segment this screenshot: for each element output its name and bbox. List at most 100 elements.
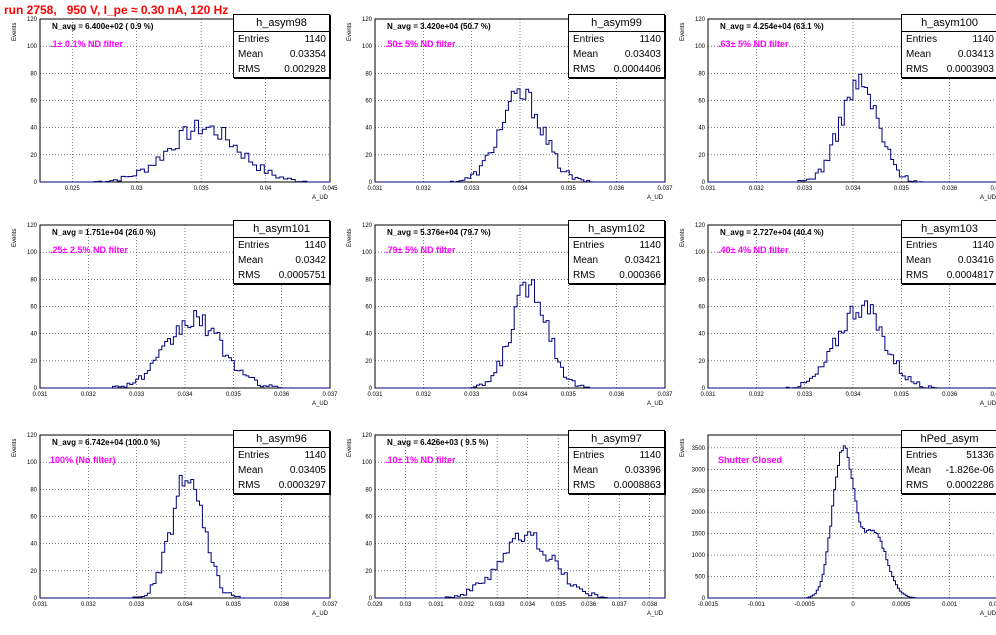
- y-tick-label: 3500: [692, 446, 706, 452]
- x-tick-label: 0.032: [416, 186, 432, 192]
- x-tick-label: 0.03: [400, 602, 412, 608]
- entries-key: Entries: [573, 240, 605, 251]
- mean-row: Mean 0.03421: [569, 253, 664, 268]
- y-tick-label: 20: [30, 569, 37, 575]
- x-axis-label: A_UD: [647, 195, 664, 201]
- x-tick-label: 0.04: [260, 186, 272, 192]
- y-tick-label: 120: [695, 223, 706, 229]
- rms-value: 0.0008863: [613, 480, 661, 491]
- x-axis-label: A_UD: [312, 401, 329, 407]
- x-tick-label: 0.037: [990, 392, 996, 398]
- rms-value: 0.0005751: [278, 270, 326, 281]
- x-tick-label: 0.035: [561, 392, 577, 398]
- x-tick-label: 0.035: [894, 392, 910, 398]
- y-axis-label: Events: [12, 439, 18, 457]
- histogram-series: [375, 279, 665, 389]
- stats-box: h_asym98 Entries 1140 Mean 0.03354 RMS 0.00292…: [233, 14, 330, 78]
- entries-row: Entries 1140: [569, 448, 664, 463]
- rms-key: RMS: [906, 480, 929, 491]
- n-avg-label: N_avg = 6.742e+04 (100.0 %): [52, 438, 161, 447]
- y-tick-label: 80: [365, 277, 372, 283]
- y-tick-label: 0: [369, 386, 373, 392]
- y-tick-label: 20: [365, 359, 372, 365]
- mean-key: Mean: [238, 49, 264, 60]
- rms-value: 0.0002286: [946, 480, 994, 491]
- x-tick-label: -0.0015: [698, 602, 719, 608]
- rms-key: RMS: [573, 480, 596, 491]
- y-tick-label: 60: [365, 305, 372, 311]
- histogram-panel-h_asym102: 0.031 0.032 0.033 0.034 0.035 0.036 0.037 0 20 40…: [345, 220, 675, 425]
- x-tick-label: 0.037: [657, 392, 673, 398]
- x-tick-label: 0.0005: [892, 602, 911, 608]
- y-tick-label: 2500: [692, 489, 706, 495]
- y-tick-label: 40: [365, 332, 372, 338]
- histogram-name: h_asym97: [569, 431, 664, 448]
- x-tick-label: 0.038: [642, 602, 658, 608]
- entries-value: 1140: [972, 34, 994, 45]
- histogram-name: h_asym101: [234, 221, 329, 238]
- x-tick-label: 0.032: [81, 392, 97, 398]
- mean-key: Mean: [573, 49, 599, 60]
- y-tick-label: 0: [34, 180, 38, 186]
- y-tick-label: 20: [698, 153, 705, 159]
- x-axis-label: A_UD: [312, 611, 329, 617]
- y-tick-label: 80: [30, 277, 37, 283]
- page-title: run 2758, 950 V, I_pe ≈ 0.30 nA, 120 Hz: [4, 3, 229, 17]
- rms-row: RMS 0.0004817: [902, 268, 996, 283]
- y-tick-label: 40: [698, 126, 705, 132]
- n-avg-label: N_avg = 6.426e+03 ( 9.5 %): [387, 438, 489, 447]
- entries-key: Entries: [238, 450, 270, 461]
- x-tick-label: -0.001: [748, 602, 766, 608]
- y-tick-label: 120: [27, 433, 38, 439]
- x-tick-label: 0.037: [612, 602, 628, 608]
- y-tick-label: 80: [365, 487, 372, 493]
- y-tick-label: 40: [365, 126, 372, 132]
- stats-box: h_asym101 Entries 1140 Mean 0.0342 RMS 0.00057…: [233, 220, 330, 284]
- x-tick-label: 0.034: [512, 392, 528, 398]
- rms-row: RMS 0.0002286: [902, 478, 996, 493]
- y-tick-label: 20: [698, 359, 705, 365]
- histogram-panel-hPed_asym: -0.0015 -0.001 -0.0005 0 0.0005 0.001 0.0015 0 5…: [678, 430, 996, 635]
- histogram-series: [40, 310, 330, 389]
- entries-value: 1140: [639, 34, 661, 45]
- x-tick-label: 0.033: [490, 602, 506, 608]
- histogram-svg: 0.031 0.032 0.033 0.034 0.035 0.036 0.037 0 20 40…: [680, 223, 996, 407]
- x-tick-label: 0.034: [845, 186, 861, 192]
- x-tick-label: 0.025: [65, 186, 81, 192]
- x-tick-label: 0.036: [274, 392, 290, 398]
- mean-row: Mean -1.826e-06: [902, 463, 996, 478]
- rms-row: RMS 0.0003297: [234, 478, 329, 493]
- rms-value: 0.002928: [284, 64, 326, 75]
- rms-key: RMS: [238, 64, 261, 75]
- y-tick-label: 20: [30, 153, 37, 159]
- entries-row: Entries 1140: [569, 32, 664, 47]
- y-axis-label: Events: [12, 23, 18, 41]
- mean-key: Mean: [573, 255, 599, 266]
- y-tick-label: 60: [30, 305, 37, 311]
- entries-key: Entries: [906, 34, 938, 45]
- y-tick-label: 0: [369, 180, 373, 186]
- y-tick-label: 100: [695, 44, 706, 50]
- y-tick-label: 60: [30, 515, 37, 521]
- histogram-panel-h_asym100: 0.031 0.032 0.033 0.034 0.035 0.036 0.037 0 20 40…: [678, 14, 996, 219]
- entries-row: Entries 1140: [234, 448, 329, 463]
- filter-label: .40± 4% ND filter: [718, 245, 789, 255]
- x-tick-label: 0.032: [749, 392, 765, 398]
- mean-value: 0.03405: [289, 465, 326, 476]
- histogram-panel-h_asym96: 0.031 0.032 0.033 0.034 0.035 0.036 0.037 0 20 40…: [10, 430, 340, 635]
- n-avg-label: N_avg = 1.751e+04 (26.0 %): [52, 228, 156, 237]
- histogram-panel-h_asym98: 0.025 0.03 0.035 0.04 0.045 0 20 40 60 80 100 120 A_…: [10, 14, 340, 219]
- y-tick-label: 80: [698, 277, 705, 283]
- x-tick-label: 0.0015: [989, 602, 996, 608]
- entries-value: 1140: [304, 34, 326, 45]
- x-axis-label: A_UD: [647, 611, 664, 617]
- y-tick-label: 3000: [692, 467, 706, 473]
- mean-row: Mean 0.03416: [902, 253, 996, 268]
- x-tick-label: -0.0005: [794, 602, 815, 608]
- mean-row: Mean 0.03413: [902, 47, 996, 62]
- rms-key: RMS: [238, 480, 261, 491]
- entries-key: Entries: [238, 240, 270, 251]
- entries-key: Entries: [906, 450, 938, 461]
- stats-box: h_asym100 Entries 1140 Mean 0.03413 RMS 0.0003…: [901, 14, 996, 78]
- mean-key: Mean: [238, 465, 264, 476]
